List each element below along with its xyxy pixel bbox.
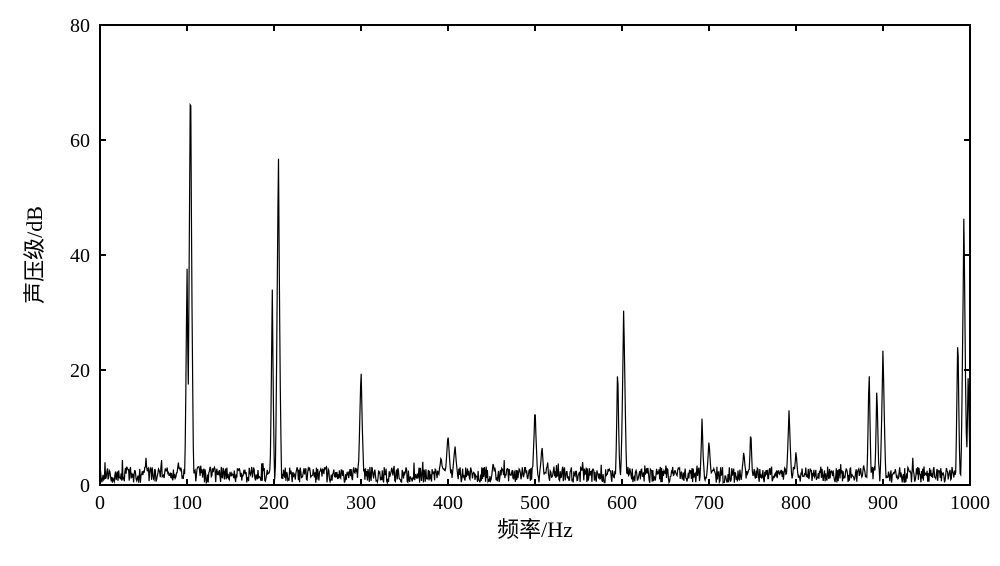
x-tick-label: 500 [520,492,550,514]
x-tick-label: 1000 [950,492,990,514]
x-tick-label: 800 [781,492,811,514]
x-tick-label: 700 [694,492,724,514]
x-tick-label: 100 [172,492,202,514]
y-tick-label: 60 [70,130,90,152]
x-axis-title: 频率/Hz [497,517,573,542]
y-tick-label: 0 [80,475,90,497]
y-tick-label: 40 [70,245,90,267]
y-tick-label: 80 [70,15,90,37]
x-tick-label: 400 [433,492,463,514]
x-tick-label: 600 [607,492,637,514]
y-tick-label: 20 [70,360,90,382]
spectrum-line [100,105,970,483]
x-tick-label: 200 [259,492,289,514]
x-tick-label: 300 [346,492,376,514]
y-axis-title: 声压级/dB [22,206,47,304]
spectrum-chart: 0 100 200 300 400 500 600 700 800 900 1000 0 20 40 60 8… [0,0,1000,566]
x-tick-label: 900 [868,492,898,514]
x-tick-label: 0 [95,492,105,514]
chart-svg: 0 100 200 300 400 500 600 700 800 900 1000 0 20 40 60 8… [0,0,1000,566]
